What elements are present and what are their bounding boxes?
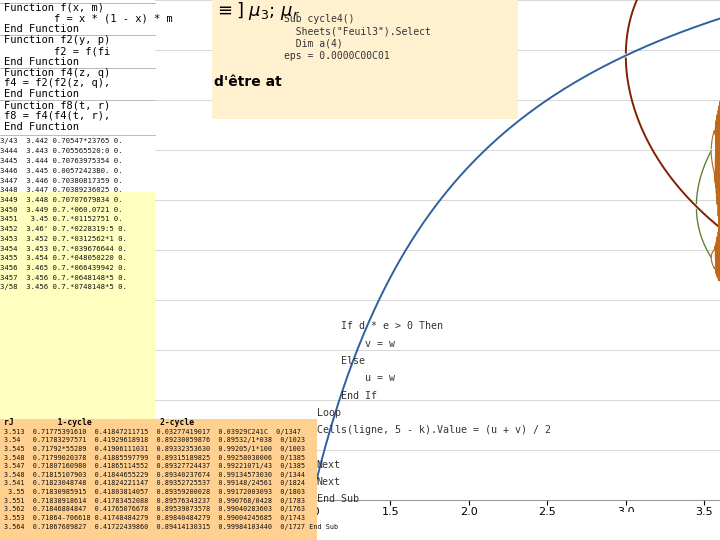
- Text: 3447  3.446 0.70380817359 0.: 3447 3.446 0.70380817359 0.: [0, 178, 122, 184]
- Text: 3455  3.454 0.7.*048050220 0.: 3455 3.454 0.7.*048050220 0.: [0, 255, 127, 261]
- Text: Loop: Loop: [317, 408, 341, 418]
- Text: End Function: End Function: [4, 89, 78, 99]
- Text: 3453  3.452 0.7.*0312562*1 0.: 3453 3.452 0.7.*0312562*1 0.: [0, 236, 127, 242]
- Text: Function f4(z, q): Function f4(z, q): [4, 68, 110, 78]
- Text: 3.541  0.71823048748  0.41824221147  0.89352725537  0.99148/24561  0/1824: 3.541 0.71823048748 0.41824221147 0.8935…: [4, 481, 305, 487]
- Text: 3444  3.443 0.705565520:0 0.: 3444 3.443 0.705565520:0 0.: [0, 148, 122, 154]
- Text: Next: Next: [317, 477, 341, 487]
- Text: Function f8(t, r): Function f8(t, r): [4, 100, 110, 110]
- Text: eps = 0.0000C00C01: eps = 0.0000C00C01: [284, 51, 390, 61]
- Text: $\equiv$] $\mu_3$; $\mu_r$: $\equiv$] $\mu_3$; $\mu_r$: [214, 0, 300, 22]
- Text: 3/43  3.442 0.70547*23765 0.: 3/43 3.442 0.70547*23765 0.: [0, 138, 122, 144]
- Text: 3451   3.45 0.7.*01152751 0.: 3451 3.45 0.7.*01152751 0.: [0, 217, 122, 222]
- Text: 3445  3.444 0.70763975354 0.: 3445 3.444 0.70763975354 0.: [0, 158, 122, 164]
- Text: f8 = f4(f4(t, r),: f8 = f4(f4(t, r),: [4, 111, 110, 121]
- Text: 3452  3.46' 0.7.*0228319:5 0.: 3452 3.46' 0.7.*0228319:5 0.: [0, 226, 127, 232]
- Text: 3.564  0.71867689827  0.41722439860  0.89414130315  0.99984103440  0/1727 End Su: 3.564 0.71867689827 0.41722439860 0.8941…: [4, 524, 338, 530]
- Text: 3.553  0.71864-706618 0.41748484279  0.89840484279  0.99004245685  0/1743: 3.553 0.71864-706618 0.41748484279 0.898…: [4, 515, 305, 521]
- Text: v = w: v = w: [317, 339, 395, 349]
- Text: 3448  3.447 0.70389236025 0.: 3448 3.447 0.70389236025 0.: [0, 187, 122, 193]
- Text: 3.551  0.71838918614  0.41783452088  0.89576343237  0.990768/0428  0/1783: 3.551 0.71838918614 0.41783452088 0.8957…: [4, 498, 305, 504]
- Text: Sub cycle4(): Sub cycle4(): [284, 14, 355, 24]
- Text: 3.545  0.71792*55289  0.41906111031  0.89332353630  0.99205/1*100  0/1003: 3.545 0.71792*55289 0.41906111031 0.8933…: [4, 446, 305, 452]
- Text: 3454  3.453 0.7.*039676644 0.: 3454 3.453 0.7.*039676644 0.: [0, 246, 127, 252]
- Text: 3.548  0.71815107903  0.41844655229  0.89340237674  0.99134573030  0/1344: 3.548 0.71815107903 0.41844655229 0.8934…: [4, 472, 305, 478]
- Text: d'être at: d'être at: [214, 76, 282, 90]
- Text: rJ         1-cycle              2-cycle: rJ 1-cycle 2-cycle: [4, 418, 194, 427]
- Text: u = w: u = w: [317, 373, 395, 383]
- Text: End If: End If: [317, 390, 377, 401]
- Text: 3.55  0.71830985915  0.41803814057  0.89359200028  0.99172003093  0/1803: 3.55 0.71830985915 0.41803814057 0.89359…: [4, 489, 305, 495]
- Text: 3457  3.456 0.7.*0648148*5 0.: 3457 3.456 0.7.*0648148*5 0.: [0, 275, 127, 281]
- Text: Sheets("Feuil3").Select: Sheets("Feuil3").Select: [284, 26, 431, 36]
- Text: 3/58  3.456 0.7.*0748148*5 0.: 3/58 3.456 0.7.*0748148*5 0.: [0, 285, 127, 291]
- Text: 3.548  0.71799020378  0.41885597799  0.89315189825  0.99258030006  0/1385: 3.548 0.71799020378 0.41885597799 0.8931…: [4, 455, 305, 461]
- Text: 3456  3.465 0.7.*066439942 0.: 3456 3.465 0.7.*066439942 0.: [0, 265, 127, 271]
- Text: 3.513  0.71775391610  0.41847211715  0.03277419017  0.03929C241C  0/1347: 3.513 0.71775391610 0.41847211715 0.0327…: [4, 429, 301, 435]
- Text: Function f(x, m): Function f(x, m): [4, 3, 104, 13]
- Text: Function f2(y, p): Function f2(y, p): [4, 35, 110, 45]
- Text: Cells(ligne, 5 - k).Value = (u + v) / 2: Cells(ligne, 5 - k).Value = (u + v) / 2: [317, 425, 551, 435]
- Text: 3.547  0.71807160980  0.41865114552  0.89327724437  0.99221071/43  0/1385: 3.547 0.71807160980 0.41865114552 0.8932…: [4, 463, 305, 469]
- Text: 3.54   0.71783297571  0.41929618918  0.89230059876  0.89532/1*038  0/1023: 3.54 0.71783297571 0.41929618918 0.89230…: [4, 437, 305, 443]
- Text: Next: Next: [317, 460, 341, 470]
- Text: 3449  3.448 0.70707679834 0.: 3449 3.448 0.70707679834 0.: [0, 197, 122, 203]
- Text: End Function: End Function: [4, 122, 78, 132]
- Text: End Function: End Function: [4, 57, 78, 67]
- Text: 3446  3.445 0.00572423B0. 0.: 3446 3.445 0.00572423B0. 0.: [0, 168, 122, 174]
- Text: If d * e > 0 Then: If d * e > 0 Then: [317, 321, 443, 332]
- Text: f = x * (1 - x) * m: f = x * (1 - x) * m: [4, 14, 172, 24]
- Text: End Sub: End Sub: [317, 494, 359, 504]
- Text: 3450  3.449 0.7.*060.0721 0.: 3450 3.449 0.7.*060.0721 0.: [0, 207, 122, 213]
- Text: f2 = f(fi: f2 = f(fi: [4, 46, 110, 56]
- Text: Else: Else: [317, 356, 365, 366]
- Text: End Function: End Function: [4, 24, 78, 35]
- Text: f4 = f2(f2(z, q),: f4 = f2(f2(z, q),: [4, 78, 110, 89]
- Text: 3.562  0.71846884847  0.41765076678  0.89539073578  0.99040283603  0/1763: 3.562 0.71846884847 0.41765076678 0.8953…: [4, 507, 305, 512]
- Text: Dim a(4): Dim a(4): [284, 38, 343, 49]
